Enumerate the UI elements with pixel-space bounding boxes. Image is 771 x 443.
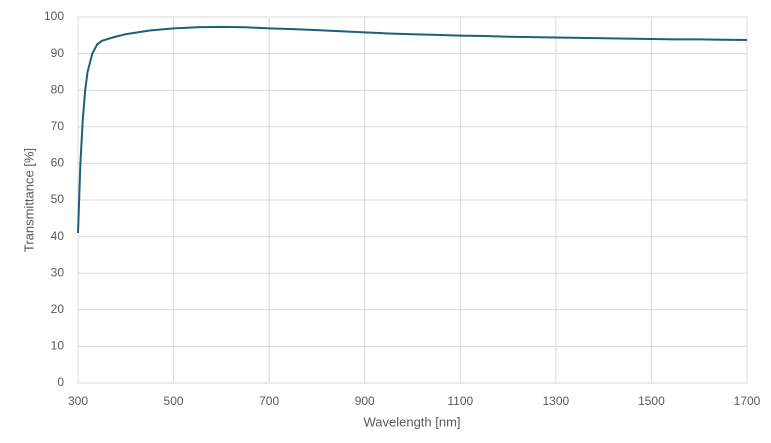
y-tick-label: 20 xyxy=(51,302,65,316)
y-tick-label: 80 xyxy=(51,82,65,96)
x-tick-label: 700 xyxy=(259,394,279,408)
y-axis-label: Transmittance [%] xyxy=(21,148,36,252)
x-tick-label: 1300 xyxy=(543,394,570,408)
y-tick-label: 10 xyxy=(51,339,65,353)
y-tick-label: 100 xyxy=(44,9,64,23)
x-tick-label: 500 xyxy=(164,394,184,408)
y-tick-label: 40 xyxy=(51,229,65,243)
y-tick-label: 0 xyxy=(57,375,64,389)
x-axis-label: Wavelength [nm] xyxy=(363,414,460,429)
x-tick-label: 1700 xyxy=(734,394,761,408)
x-tick-label: 900 xyxy=(355,394,375,408)
y-tick-label: 50 xyxy=(51,192,65,206)
x-tick-label: 1500 xyxy=(638,394,665,408)
y-tick-label: 60 xyxy=(51,156,65,170)
y-tick-label: 70 xyxy=(51,119,65,133)
y-tick-label: 90 xyxy=(51,46,65,60)
data-line xyxy=(77,25,748,233)
y-tick-label: 30 xyxy=(51,265,65,279)
x-tick-label: 300 xyxy=(68,394,88,408)
x-tick-label: 1100 xyxy=(447,394,473,408)
